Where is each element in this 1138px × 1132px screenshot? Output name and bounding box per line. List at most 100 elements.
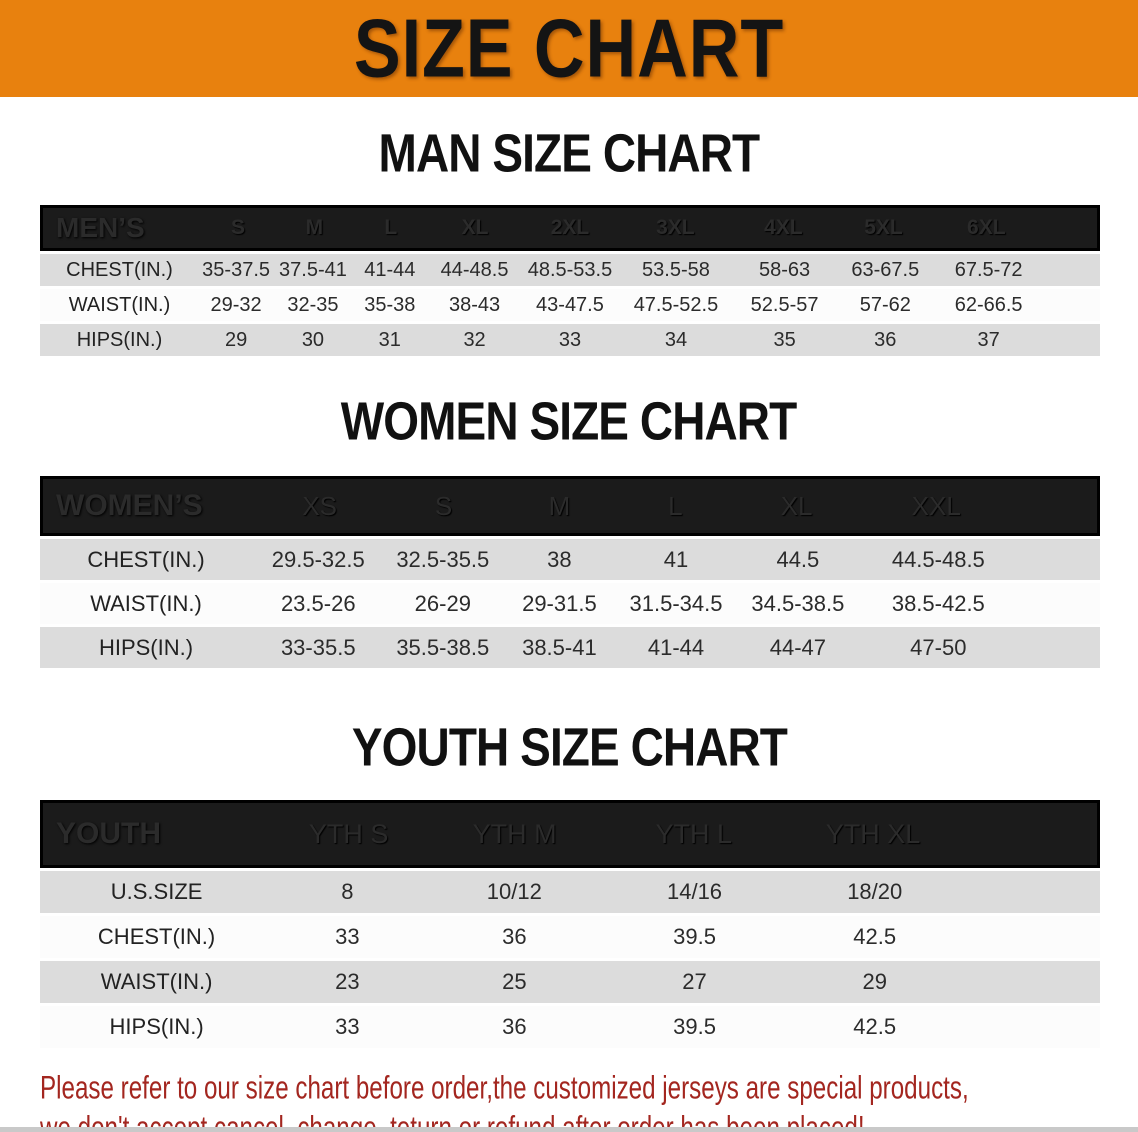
size-value: 32.5-35.5	[396, 546, 490, 572]
size-value: 33-35.5	[280, 634, 356, 660]
men-col-xl: XL	[461, 216, 489, 239]
row-label: HIPS(IN.)	[98, 634, 194, 660]
size-value: 35-38	[364, 293, 416, 316]
size-value: 43-47.5	[536, 293, 604, 316]
women-section-heading: WOMEN SIZE CHART	[0, 390, 1138, 452]
row-label: CHEST(IN.)	[97, 924, 216, 949]
size-value: 14/16	[666, 879, 723, 904]
men-table-header: MEN’S S M L XL 2XL 3XL 4XL 5XL 6XL	[40, 205, 1100, 251]
row-label: HIPS(IN.)	[76, 328, 163, 351]
size-value: 62-66.5	[954, 293, 1023, 316]
size-value: 18/20	[847, 879, 903, 904]
women-hips-row: HIPS(IN.) 33-35.5 35.5-38.5 38.5-41 41-4…	[40, 627, 1100, 668]
women-section-title: WOMEN SIZE CHART	[341, 390, 797, 452]
women-size-table: WOMEN’S XS S M L XL XXL CHEST(IN.) 29.5-…	[40, 476, 1100, 668]
size-value: 41-44	[647, 634, 705, 660]
men-chest-row: CHEST(IN.) 35-37.5 37.5-41 41-44 44-48.5…	[40, 254, 1100, 286]
size-value: 29	[862, 969, 887, 994]
youth-col-l: YTH L	[655, 818, 733, 849]
size-value: 42.5	[853, 1014, 897, 1039]
size-value: 48.5-53.5	[527, 258, 613, 281]
size-value: 27	[682, 969, 707, 994]
men-col-m: M	[305, 216, 324, 239]
men-col-5xl: 5XL	[864, 216, 903, 239]
youth-ussize-row: U.S.SIZE 8 10/12 14/16 18/20	[40, 871, 1100, 913]
size-value: 47-50	[910, 634, 967, 660]
row-label: HIPS(IN.)	[109, 1014, 204, 1039]
row-label: CHEST(IN.)	[66, 258, 173, 281]
size-value: 41	[663, 546, 689, 572]
disclaimer-text: Please refer to our size chart before or…	[40, 1068, 1138, 1132]
size-value: 32	[463, 328, 486, 351]
size-value: 35	[773, 328, 796, 351]
size-value: 44-47	[769, 634, 827, 660]
man-section-heading: MAN SIZE CHART	[0, 122, 1138, 184]
youth-chest-row: CHEST(IN.) 33 36 39.5 42.5	[40, 916, 1100, 958]
size-value: 29.5-32.5	[271, 546, 365, 572]
row-label: U.S.SIZE	[110, 879, 203, 904]
size-value: 44-48.5	[440, 258, 509, 281]
man-section-title: MAN SIZE CHART	[378, 122, 761, 184]
women-col-l: L	[668, 490, 683, 521]
size-value: 33	[335, 1014, 360, 1039]
youth-col-m: YTH M	[472, 818, 557, 849]
row-label: WAIST(IN.)	[100, 969, 213, 994]
youth-col-xl: YTH XL	[825, 818, 921, 849]
men-col-6xl: 6XL	[967, 216, 1006, 239]
youth-section-heading: YOUTH SIZE CHART	[0, 716, 1138, 778]
size-value: 31	[378, 328, 401, 351]
disclaimer-line-2: we don't accept cancel, change, teturn o…	[40, 1109, 865, 1132]
size-value: 38	[547, 546, 572, 572]
size-value: 35-37.5	[202, 258, 271, 281]
size-value: 39.5	[673, 1014, 716, 1039]
youth-col-s: YTH S	[308, 818, 389, 849]
size-value: 63-67.5	[851, 258, 920, 281]
page-title: SIZE CHART	[353, 1, 785, 95]
women-group-label: WOMEN’S	[56, 489, 203, 522]
youth-group-label: YOUTH	[56, 817, 161, 850]
size-value: 38.5-41	[522, 634, 597, 660]
row-label: WAIST(IN.)	[90, 590, 202, 616]
size-value: 25	[502, 969, 527, 994]
youth-table-header: YOUTH YTH S YTH M YTH L YTH XL	[40, 800, 1100, 868]
size-value: 30	[301, 328, 325, 351]
women-col-s: S	[434, 490, 453, 521]
men-hips-row: HIPS(IN.) 29 30 31 32 33 34 35 36 37	[40, 324, 1100, 356]
size-value: 23.5-26	[280, 590, 356, 616]
row-label: WAIST(IN.)	[68, 293, 171, 316]
title-banner: SIZE CHART	[0, 0, 1138, 97]
size-value: 36	[502, 924, 527, 949]
size-value: 38-43	[448, 293, 501, 316]
bottom-border	[0, 1127, 1138, 1132]
size-value: 29	[224, 328, 248, 351]
men-col-2xl: 2XL	[550, 216, 590, 239]
size-value: 42.5	[853, 924, 897, 949]
men-col-l: L	[384, 216, 398, 239]
size-value: 26-29	[414, 590, 471, 616]
men-col-4xl: 4XL	[764, 216, 803, 239]
size-value: 36	[874, 328, 897, 351]
size-value: 52.5-57	[750, 293, 819, 316]
size-value: 31.5-34.5	[629, 590, 723, 616]
men-col-3xl: 3XL	[656, 216, 695, 239]
size-value: 33	[558, 328, 582, 351]
youth-section-title: YOUTH SIZE CHART	[351, 716, 787, 778]
men-col-s: S	[230, 216, 245, 239]
youth-waist-row: WAIST(IN.) 23 25 27 29	[40, 961, 1100, 1003]
row-label: CHEST(IN.)	[87, 546, 205, 572]
women-col-xxl: XXL	[911, 490, 961, 521]
size-value: 32-35	[287, 293, 339, 316]
size-value: 35.5-38.5	[396, 634, 490, 660]
size-value: 37.5-41	[279, 258, 347, 281]
size-value: 29-31.5	[522, 590, 597, 616]
size-value: 38.5-42.5	[891, 590, 985, 616]
women-chest-row: CHEST(IN.) 29.5-32.5 32.5-35.5 38 41 44.…	[40, 539, 1100, 580]
men-size-table: MEN’S S M L XL 2XL 3XL 4XL 5XL 6XL CHEST…	[40, 205, 1100, 356]
size-value: 58-63	[759, 258, 811, 281]
size-value: 33	[335, 924, 360, 949]
size-value: 8	[341, 879, 354, 904]
size-value: 29-32	[210, 293, 262, 316]
size-value: 10/12	[486, 879, 542, 904]
size-value: 39.5	[673, 924, 716, 949]
